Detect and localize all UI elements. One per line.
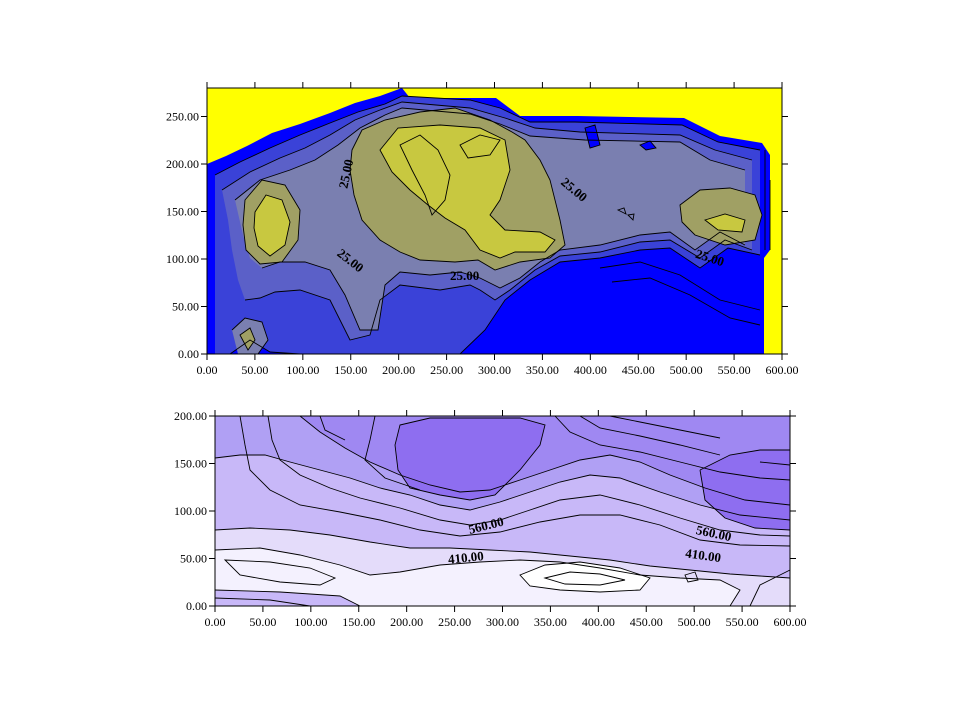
top-region-high: [380, 125, 555, 258]
x-tick-label: 600.00: [766, 363, 799, 377]
x-tick-label: 500.00: [678, 615, 711, 629]
x-tick-label: 50.00: [241, 363, 268, 377]
x-tick-label: 150.00: [334, 363, 367, 377]
x-tick-label: 200.00: [390, 615, 423, 629]
x-tick-label: 150.00: [342, 615, 375, 629]
x-tick-label: 450.00: [630, 615, 663, 629]
bottom-axes: 0.00 50.00 100.00 150.00 200.00 250.00 300.00 3…: [174, 409, 807, 629]
y-tick-label: 150.00: [166, 205, 199, 219]
bottom-contour-chart: 560.00 560.00 410.00 410.00 0.00 50.00 100…: [174, 409, 807, 629]
x-tick-label: 450.00: [622, 363, 655, 377]
bottom-contour-label: 560.00: [695, 522, 733, 544]
x-tick-label: 0.00: [205, 615, 226, 629]
x-tick-label: 300.00: [478, 363, 511, 377]
y-tick-label: 50.00: [172, 300, 199, 314]
y-tick-label: 150.00: [174, 457, 207, 471]
bottom-contour-label: 410.00: [684, 545, 721, 565]
top-contour-label: 25.00: [450, 268, 479, 283]
bottom-isolines: [214, 415, 791, 607]
top-contour-chart: 25.00 25.00 25.00 25.00 25.00 0.00 50.00 1…: [166, 82, 799, 377]
bottom-core-left: [395, 418, 545, 500]
top-basin-low: [555, 276, 640, 354]
y-tick-label: 200.00: [166, 157, 199, 171]
bottom-contour-label: 410.00: [447, 548, 484, 567]
x-tick-label: 550.00: [718, 363, 751, 377]
x-tick-label: 100.00: [286, 363, 319, 377]
top-axes: 0.00 50.00 100.00 150.00 200.00 250.00 300.00 3…: [166, 82, 799, 377]
top-hotspot-left-core: [254, 195, 290, 256]
x-tick-label: 550.00: [726, 615, 759, 629]
top-hotspot-bottom-left-core: [240, 328, 255, 350]
x-tick-label: 0.00: [197, 363, 218, 377]
x-tick-label: 400.00: [582, 615, 615, 629]
y-tick-label: 100.00: [166, 252, 199, 266]
x-tick-label: 250.00: [438, 615, 471, 629]
y-tick-label: 200.00: [174, 409, 207, 423]
top-isolines: [214, 95, 771, 355]
y-tick-label: 50.00: [180, 552, 207, 566]
x-tick-label: 500.00: [670, 363, 703, 377]
x-tick-label: 350.00: [526, 363, 559, 377]
bottom-edge-band: [215, 590, 360, 606]
y-tick-label: 0.00: [186, 599, 207, 613]
x-tick-label: 350.00: [534, 615, 567, 629]
top-contour-label: 25.00: [336, 158, 357, 190]
x-tick-label: 600.00: [774, 615, 807, 629]
y-tick-label: 100.00: [174, 504, 207, 518]
bottom-core-right: [700, 450, 790, 530]
x-tick-label: 300.00: [486, 615, 519, 629]
x-tick-label: 100.00: [294, 615, 327, 629]
bottom-core-low: [520, 562, 650, 592]
x-tick-label: 250.00: [430, 363, 463, 377]
x-tick-label: 50.00: [249, 615, 276, 629]
x-tick-label: 200.00: [382, 363, 415, 377]
x-tick-label: 400.00: [574, 363, 607, 377]
y-tick-label: 250.00: [166, 110, 199, 124]
y-tick-label: 0.00: [178, 347, 199, 361]
